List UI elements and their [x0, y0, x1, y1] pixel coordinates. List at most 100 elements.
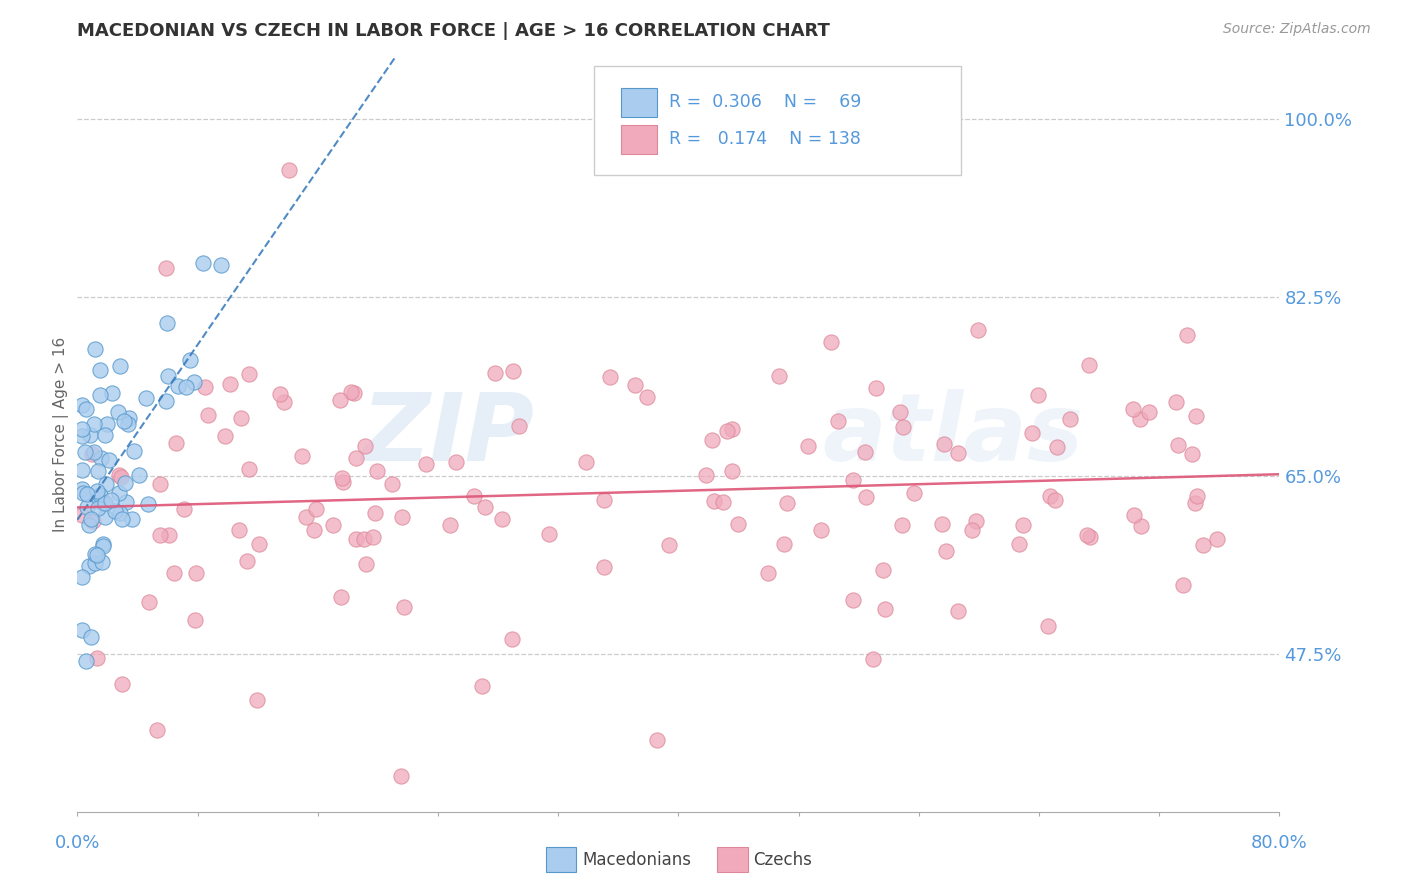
Point	[89, 363, 111, 377]
Point	[392, 599, 415, 614]
Point	[107, 467, 129, 482]
Point	[873, 602, 896, 616]
Point	[932, 437, 955, 451]
Point	[1164, 395, 1187, 409]
Point	[329, 393, 352, 408]
Point	[302, 523, 325, 537]
Point	[70, 623, 93, 637]
Point	[83, 342, 105, 356]
Point	[87, 464, 110, 478]
Point	[93, 539, 115, 553]
Point	[90, 555, 112, 569]
Point	[219, 376, 242, 391]
Point	[156, 316, 179, 330]
Point	[796, 439, 818, 453]
Point	[98, 453, 121, 467]
Point	[810, 523, 832, 537]
Point	[155, 261, 177, 276]
Point	[110, 470, 132, 484]
Point	[72, 486, 94, 500]
Point	[322, 518, 344, 533]
Point	[111, 512, 134, 526]
Bar	[620, 88, 657, 117]
Point	[110, 359, 132, 373]
Point	[501, 632, 523, 646]
Point	[228, 523, 250, 537]
Point	[76, 500, 98, 514]
Point	[716, 424, 738, 438]
Point	[194, 380, 217, 394]
Point	[136, 497, 159, 511]
Point	[344, 450, 367, 465]
Point	[727, 517, 749, 532]
Point	[163, 566, 186, 580]
Point	[484, 366, 506, 380]
Point	[703, 493, 725, 508]
Text: Source: ZipAtlas.com: Source: ZipAtlas.com	[1223, 22, 1371, 37]
Point	[946, 604, 969, 618]
Point	[1077, 358, 1099, 372]
Point	[768, 369, 790, 384]
Point	[155, 393, 177, 408]
Point	[827, 414, 849, 428]
Point	[776, 496, 799, 510]
Point	[756, 566, 779, 581]
Point	[872, 563, 894, 577]
Point	[86, 484, 108, 499]
Point	[636, 390, 658, 404]
Point	[229, 411, 252, 425]
Point	[84, 556, 107, 570]
Point	[209, 258, 232, 272]
Point	[100, 493, 122, 508]
Point	[79, 517, 101, 532]
Point	[197, 409, 219, 423]
Point	[83, 417, 105, 431]
Point	[695, 467, 717, 482]
Point	[114, 475, 136, 490]
Point	[73, 445, 96, 459]
Point	[463, 489, 485, 503]
Point	[1181, 447, 1204, 461]
Point	[444, 455, 467, 469]
Text: R =  0.306    N =    69: R = 0.306 N = 69	[669, 94, 860, 112]
Point	[931, 516, 953, 531]
Point	[389, 769, 412, 783]
Point	[104, 504, 127, 518]
Point	[1129, 411, 1152, 425]
Point	[89, 388, 111, 402]
Point	[80, 630, 103, 644]
Point	[96, 417, 118, 432]
Point	[935, 544, 957, 558]
Point	[363, 530, 385, 544]
Point	[294, 509, 316, 524]
Point	[1078, 530, 1101, 544]
Point	[112, 414, 135, 428]
Point	[353, 439, 375, 453]
Point	[183, 375, 205, 389]
Point	[960, 523, 983, 537]
Point	[247, 537, 270, 551]
Point	[76, 487, 98, 501]
Point	[238, 367, 260, 381]
Point	[291, 449, 314, 463]
Text: Macedonians: Macedonians	[582, 851, 692, 869]
Point	[89, 487, 111, 501]
Point	[1175, 328, 1198, 343]
Point	[330, 471, 353, 485]
Point	[86, 650, 108, 665]
Point	[1076, 528, 1098, 542]
Point	[965, 514, 987, 528]
Point	[96, 476, 118, 491]
Point	[70, 429, 93, 443]
Point	[94, 428, 117, 442]
Point	[1137, 405, 1160, 419]
Point	[1008, 537, 1031, 551]
Point	[1184, 409, 1206, 424]
Point	[853, 445, 876, 459]
Point	[1184, 495, 1206, 509]
Text: MACEDONIAN VS CZECH IN LABOR FORCE | AGE > 16 CORRELATION CHART: MACEDONIAN VS CZECH IN LABOR FORCE | AGE…	[77, 22, 830, 40]
Point	[70, 570, 93, 584]
Point	[502, 364, 524, 378]
Point	[1045, 440, 1067, 454]
Point	[1191, 538, 1213, 552]
